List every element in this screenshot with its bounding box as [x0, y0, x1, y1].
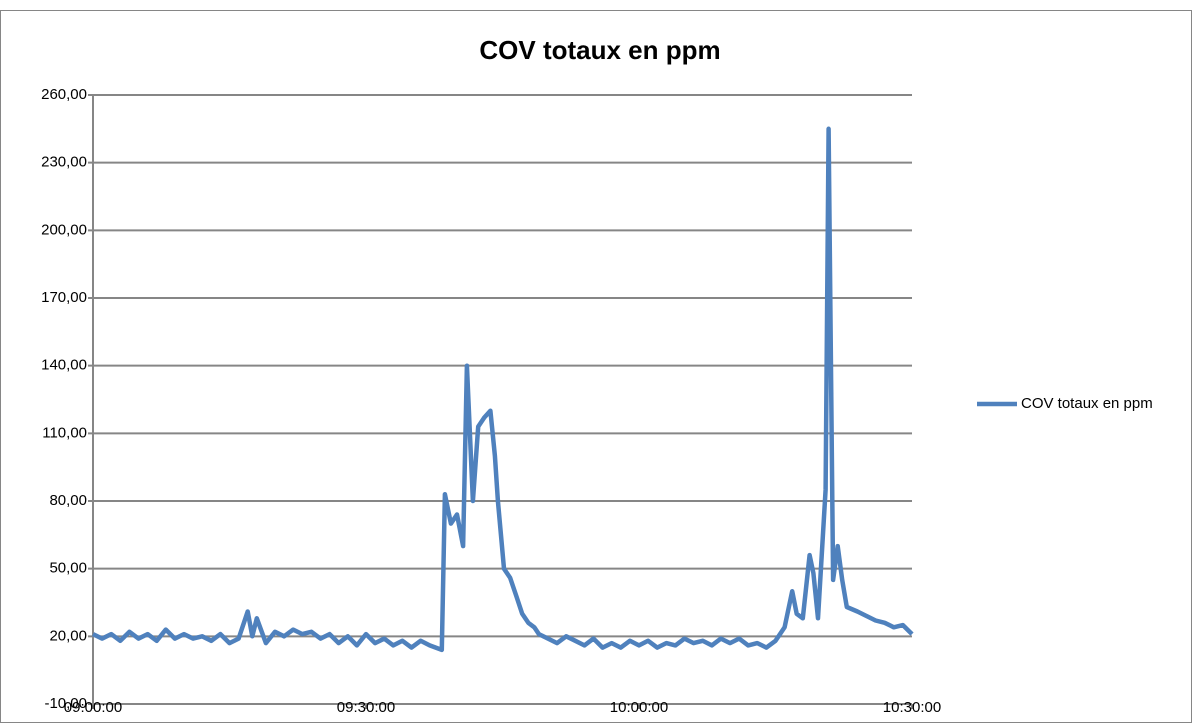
- data-line: [92, 126, 914, 653]
- y-tick-label: 110,00: [42, 424, 87, 441]
- x-tick-label: 09:00:00: [64, 699, 122, 716]
- y-tick-label: 170,00: [41, 289, 87, 306]
- legend-label: COV totaux en ppm: [1021, 395, 1153, 412]
- y-tick-label: 200,00: [41, 221, 87, 238]
- x-tick-label: 10:30:00: [883, 699, 941, 716]
- y-tick-label: 140,00: [41, 357, 87, 374]
- y-tick-label: 80,00: [49, 492, 87, 509]
- y-tick-label: 230,00: [41, 154, 87, 171]
- y-tick-label: 260,00: [41, 86, 87, 103]
- x-tick-label: 10:00:00: [610, 699, 668, 716]
- x-tick-label: 09:30:00: [337, 699, 395, 716]
- y-tick-label: 50,00: [49, 560, 87, 577]
- y-tick-label: -10,00: [44, 695, 87, 712]
- chart-title: COV totaux en ppm: [479, 35, 720, 65]
- y-tick-label: 20,00: [49, 627, 87, 644]
